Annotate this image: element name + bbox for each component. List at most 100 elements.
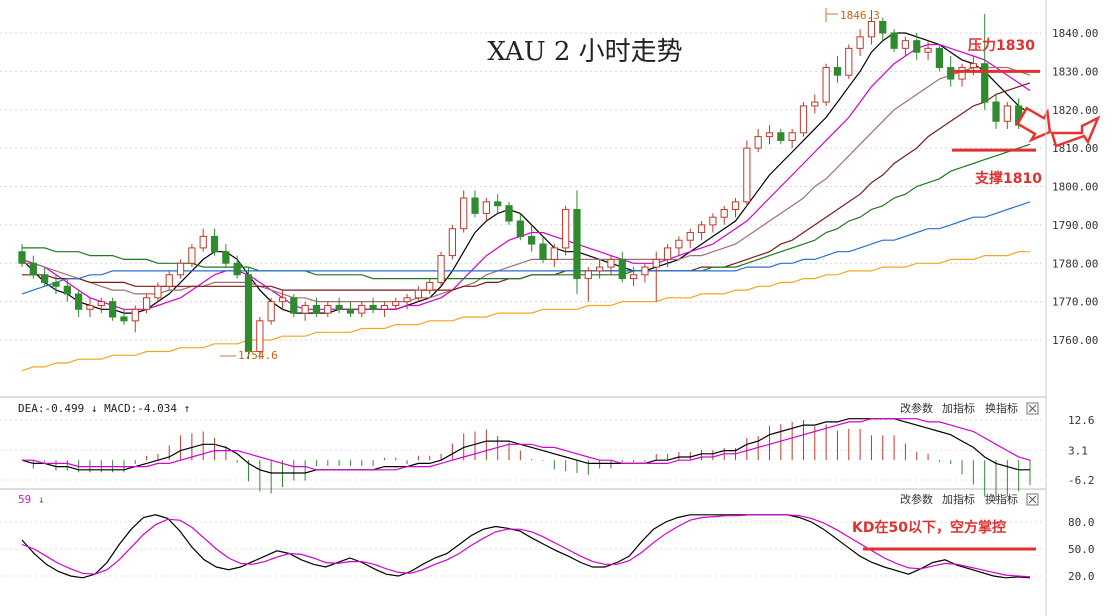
kd-tick-label: 50.0: [1068, 543, 1095, 556]
candle: [369, 297, 377, 314]
price-tick-label: 1840.00: [1052, 27, 1098, 40]
candle: [754, 128, 762, 152]
candle: [120, 309, 128, 325]
candle: [471, 190, 479, 218]
candle: [833, 56, 842, 83]
candle: [505, 201, 513, 225]
candle: [18, 244, 26, 268]
candle: [867, 9, 876, 45]
macd-add-indicator-button[interactable]: 加指标: [942, 401, 975, 415]
support-marker: 支撑1810: [952, 148, 1042, 187]
price-tick-label: 1780.00: [1052, 257, 1098, 270]
price-tick-label: 1760.00: [1052, 334, 1098, 347]
macd-tick-label: -6.2: [1068, 474, 1095, 487]
candle: [233, 255, 241, 279]
moving-average-line: [21, 251, 1030, 372]
macd-panel-buttons: 改参数 加指标 换指标: [900, 401, 1039, 415]
candle: [142, 293, 151, 314]
candle: [777, 128, 785, 145]
candle: [256, 316, 264, 360]
candle: [131, 305, 139, 333]
candle: [924, 40, 932, 60]
macd-close-icon[interactable]: [1026, 402, 1039, 415]
candle: [981, 13, 989, 110]
candle: [822, 63, 830, 106]
candle: [958, 63, 966, 87]
candle: [935, 44, 944, 72]
candle: [607, 255, 615, 275]
up-arrow-icon: [1050, 115, 1101, 148]
price-tick-label: 1800.00: [1052, 181, 1098, 194]
price-tick-label: 1790.00: [1052, 219, 1098, 232]
candle: [414, 286, 423, 302]
candle: [856, 29, 864, 57]
moving-average-line: [22, 143, 1031, 280]
candle: [720, 205, 728, 225]
kd-panel-buttons: 改参数 加指标 换指标: [900, 492, 1039, 506]
candle: [358, 301, 366, 317]
kd-close-icon[interactable]: [1026, 493, 1039, 506]
price-tick-label: 1820.00: [1052, 104, 1098, 117]
high-mark: 1846.3: [825, 8, 880, 22]
candle: [584, 267, 592, 302]
candle: [562, 205, 570, 256]
candle: [312, 297, 321, 317]
kd-edit-params-button[interactable]: 改参数: [900, 492, 933, 506]
candle: [482, 198, 490, 222]
candle: [97, 297, 105, 314]
candle: [947, 56, 955, 87]
candle: [380, 301, 389, 317]
candle: [663, 244, 672, 268]
candle: [641, 263, 649, 283]
support-label: 支撑1810: [974, 170, 1042, 187]
candle: [41, 267, 49, 287]
candle: [879, 17, 887, 41]
candle: [222, 244, 230, 268]
kd-switch-indicator-button[interactable]: 换指标: [985, 492, 1018, 506]
candle: [290, 293, 298, 317]
macd-panel: 12.6 3.1 -6.2: [0, 414, 1095, 501]
candle: [244, 267, 253, 360]
macd-tick-label: 12.6: [1068, 414, 1095, 427]
kd-note: KD在50以下，空方掌控: [852, 519, 1006, 536]
candlesticks: [18, 9, 1034, 360]
candle: [199, 228, 207, 252]
candle: [278, 290, 287, 310]
candle: [63, 278, 71, 302]
moving-average-line: [21, 43, 1031, 310]
price-tick-label: 1810.00: [1052, 142, 1098, 155]
candle: [901, 36, 910, 57]
candle: [629, 267, 638, 287]
candle: [494, 194, 502, 214]
candle: [913, 33, 921, 60]
candle: [403, 293, 411, 310]
candle: [29, 255, 37, 279]
candle: [799, 102, 808, 137]
candle: [675, 236, 683, 256]
macd-dif-line: [21, 418, 1030, 474]
price-tick-label: 1830.00: [1052, 65, 1098, 78]
candle: [539, 236, 547, 264]
candle: [697, 221, 706, 241]
candle: [845, 44, 853, 80]
candle: [528, 224, 536, 252]
macd-switch-indicator-button[interactable]: 换指标: [985, 401, 1018, 415]
candle: [573, 190, 581, 294]
candle: [165, 270, 173, 291]
candle: [75, 290, 83, 317]
candle: [811, 94, 819, 114]
price-axis: 1840.00 1830.00 1820.00 1810.00 1800.00 1790.…: [1052, 27, 1098, 347]
candle: [335, 297, 343, 314]
moving-average-line: [22, 66, 1031, 303]
macd-edit-params-button[interactable]: 改参数: [900, 401, 933, 415]
candle: [154, 282, 162, 302]
kd-tick-label: 80.0: [1068, 516, 1095, 529]
candle: [743, 140, 751, 206]
candle: [765, 125, 774, 145]
kd-add-indicator-button[interactable]: 加指标: [942, 492, 975, 506]
resistance-marker: 压力1830: [952, 37, 1040, 73]
kd-label: 59 ↓: [18, 493, 45, 506]
candle: [52, 274, 60, 294]
moving-average-lines: [21, 32, 1031, 372]
